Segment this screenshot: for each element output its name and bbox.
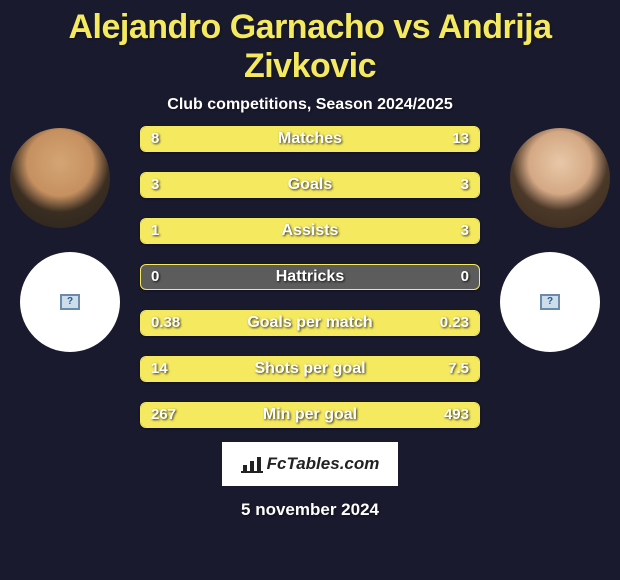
stat-row: 33Goals [140,172,480,198]
stat-row: 00Hattricks [140,264,480,290]
stat-label: Assists [141,219,479,243]
stat-row: 267493Min per goal [140,402,480,428]
image-placeholder-icon: ? [540,294,560,310]
player-left-avatar [10,128,110,228]
face-icon [10,128,110,228]
stat-label: Goals per match [141,311,479,335]
stat-label: Goals [141,173,479,197]
comparison-date: 5 november 2024 [0,500,620,520]
stat-row: 0.380.23Goals per match [140,310,480,336]
brand-name: FcTables.com [267,454,380,474]
brand-badge: FcTables.com [222,442,398,486]
stat-label: Min per goal [141,403,479,427]
stat-label: Hattricks [141,265,479,289]
face-icon [510,128,610,228]
chart-icon [241,455,263,473]
comparison-title: Alejandro Garnacho vs Andrija Zivkovic [0,0,620,86]
player-left-club-badge: ? [20,252,120,352]
stat-row: 147.5Shots per goal [140,356,480,382]
comparison-subtitle: Club competitions, Season 2024/2025 [0,96,620,114]
player-right-club-badge: ? [500,252,600,352]
stat-label: Matches [141,127,479,151]
stat-row: 813Matches [140,126,480,152]
stats-container: 813Matches 33Goals 13Assists 00Hattricks 0.3… [140,126,480,448]
image-placeholder-icon: ? [60,294,80,310]
stat-row: 13Assists [140,218,480,244]
stat-label: Shots per goal [141,357,479,381]
player-right-avatar [510,128,610,228]
